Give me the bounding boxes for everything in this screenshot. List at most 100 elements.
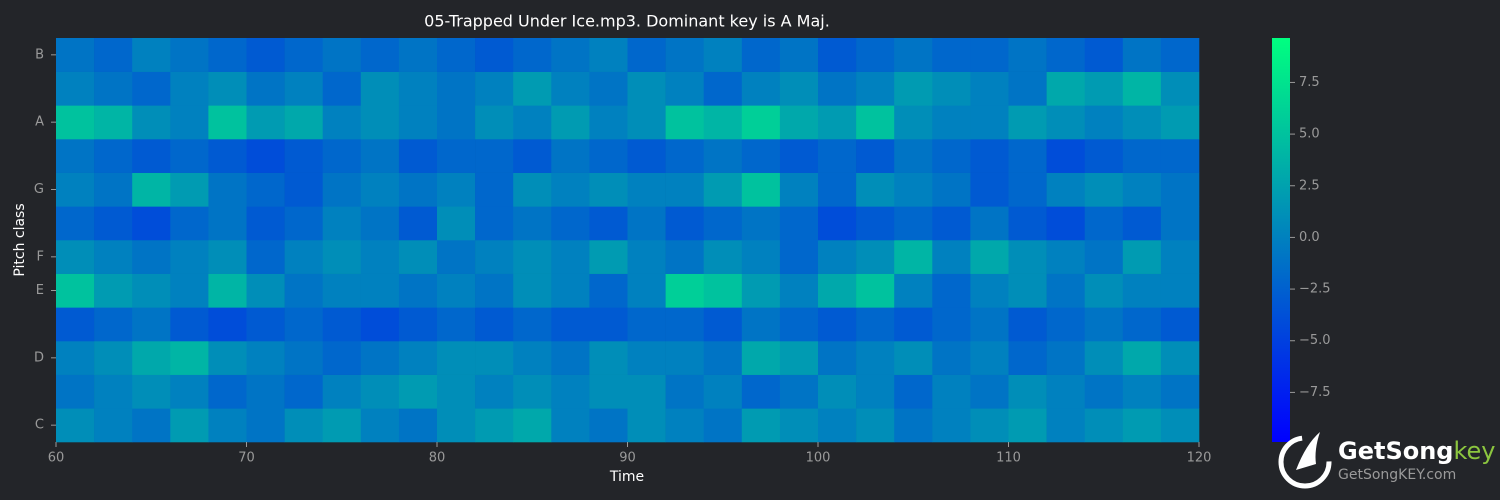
- heatmap-cell: [513, 341, 552, 375]
- heatmap-cell: [170, 139, 209, 173]
- heatmap-cell: [360, 341, 400, 375]
- heatmap-cell: [132, 408, 171, 443]
- x-tick-label: 80: [429, 451, 446, 466]
- heatmap-cell: [932, 307, 971, 342]
- heatmap-cell: [627, 206, 666, 241]
- heatmap-cell: [589, 172, 628, 207]
- heatmap-cell: [551, 139, 590, 173]
- heatmap-cell: [1084, 105, 1124, 140]
- heatmap-cell: [741, 341, 781, 375]
- heatmap-cell: [627, 105, 666, 140]
- heatmap-cell: [703, 71, 743, 106]
- heatmap-cell: [437, 105, 476, 140]
- heatmap-cell: [932, 206, 971, 241]
- heatmap-cell: [970, 71, 1009, 106]
- heatmap-cell: [665, 206, 704, 241]
- heatmap-cell: [589, 38, 628, 72]
- heatmap-cell: [246, 408, 285, 443]
- heatmap-cell: [589, 273, 628, 308]
- colorbar-tick-label: 7.5: [1299, 75, 1320, 90]
- heatmap-cell: [170, 206, 209, 241]
- heatmap-cell: [779, 307, 819, 342]
- heatmap-cell: [741, 408, 781, 443]
- heatmap-cell: [1046, 71, 1085, 106]
- heatmap-cell: [741, 240, 781, 274]
- heatmap-cell: [1122, 105, 1162, 140]
- heatmap-cell: [665, 71, 704, 106]
- heatmap-cell: [1160, 374, 1200, 409]
- heatmap-cell: [437, 408, 476, 443]
- logo[interactable]: GetSongkey GetSongKEY.com: [1278, 432, 1496, 489]
- heatmap-cell: [398, 172, 438, 207]
- heatmap-cell: [246, 105, 285, 140]
- heatmap-cell: [398, 71, 438, 106]
- heatmap-cell: [1008, 172, 1047, 207]
- heatmap-cell: [1046, 172, 1085, 207]
- y-tick-label: A: [35, 115, 44, 130]
- heatmap-cell: [627, 240, 666, 274]
- heatmap-cell: [970, 408, 1009, 443]
- heatmap-cell: [94, 71, 133, 106]
- heatmap-cell: [56, 38, 95, 72]
- heatmap-cell: [1008, 240, 1047, 274]
- heatmap-cell: [322, 374, 362, 409]
- heatmap-cell: [818, 206, 857, 241]
- heatmap-cell: [589, 341, 628, 375]
- heatmap-cell: [94, 408, 133, 443]
- heatmap-cell: [132, 105, 171, 140]
- heatmap-cell: [665, 139, 704, 173]
- heatmap-cell: [360, 408, 400, 443]
- heatmap-cell: [1122, 408, 1162, 443]
- heatmap-cell: [94, 341, 133, 375]
- heatmap-cell: [1084, 240, 1124, 274]
- heatmap-cell: [627, 408, 666, 443]
- heatmap-cell: [818, 273, 857, 308]
- heatmap-cell: [779, 374, 819, 409]
- heatmap-cell: [818, 240, 857, 274]
- heatmap-cell: [94, 105, 133, 140]
- heatmap-cell: [818, 374, 857, 409]
- heatmap-cell: [551, 341, 590, 375]
- heatmap-cell: [437, 307, 476, 342]
- heatmap-cell: [284, 408, 323, 443]
- heatmap-cell: [360, 206, 400, 241]
- heatmap-cell: [398, 105, 438, 140]
- heatmap-cell: [437, 273, 476, 308]
- heatmap-cell: [322, 38, 362, 72]
- heatmap-cell: [932, 71, 971, 106]
- heatmap-cell: [246, 206, 285, 241]
- x-tick-label: 110: [996, 451, 1021, 466]
- heatmap-cell: [779, 273, 819, 308]
- heatmap-cell: [170, 172, 209, 207]
- heatmap-cell: [589, 408, 628, 443]
- heatmap-cell: [1160, 341, 1200, 375]
- heatmap-cell: [170, 71, 209, 106]
- heatmap-cell: [360, 374, 400, 409]
- x-tick-label: 60: [48, 451, 65, 466]
- heatmap-cell: [741, 307, 781, 342]
- heatmap-cell: [360, 71, 400, 106]
- heatmap-cell: [1008, 139, 1047, 173]
- heatmap-cell: [437, 374, 476, 409]
- heatmap-cell: [856, 206, 895, 241]
- heatmap-cell: [932, 38, 971, 72]
- heatmap-cell: [970, 273, 1009, 308]
- heatmap-cell: [741, 172, 781, 207]
- heatmap-cell: [360, 172, 400, 207]
- heatmap-cell: [894, 139, 933, 173]
- heatmap-cell: [94, 307, 133, 342]
- heatmap-cell: [703, 105, 743, 140]
- heatmap-cell: [551, 374, 590, 409]
- heatmap-cell: [208, 206, 247, 241]
- heatmap-cell: [284, 240, 323, 274]
- heatmap-cell: [627, 139, 666, 173]
- heatmap-cell: [703, 172, 743, 207]
- heatmap-cell: [627, 341, 666, 375]
- heatmap-cell: [1008, 206, 1047, 241]
- heatmap-cell: [208, 240, 247, 274]
- heatmap-cell: [703, 273, 743, 308]
- heatmap-cell: [894, 71, 933, 106]
- heatmap-cell: [94, 38, 133, 72]
- heatmap-cell: [437, 139, 476, 173]
- heatmap-cell: [398, 408, 438, 443]
